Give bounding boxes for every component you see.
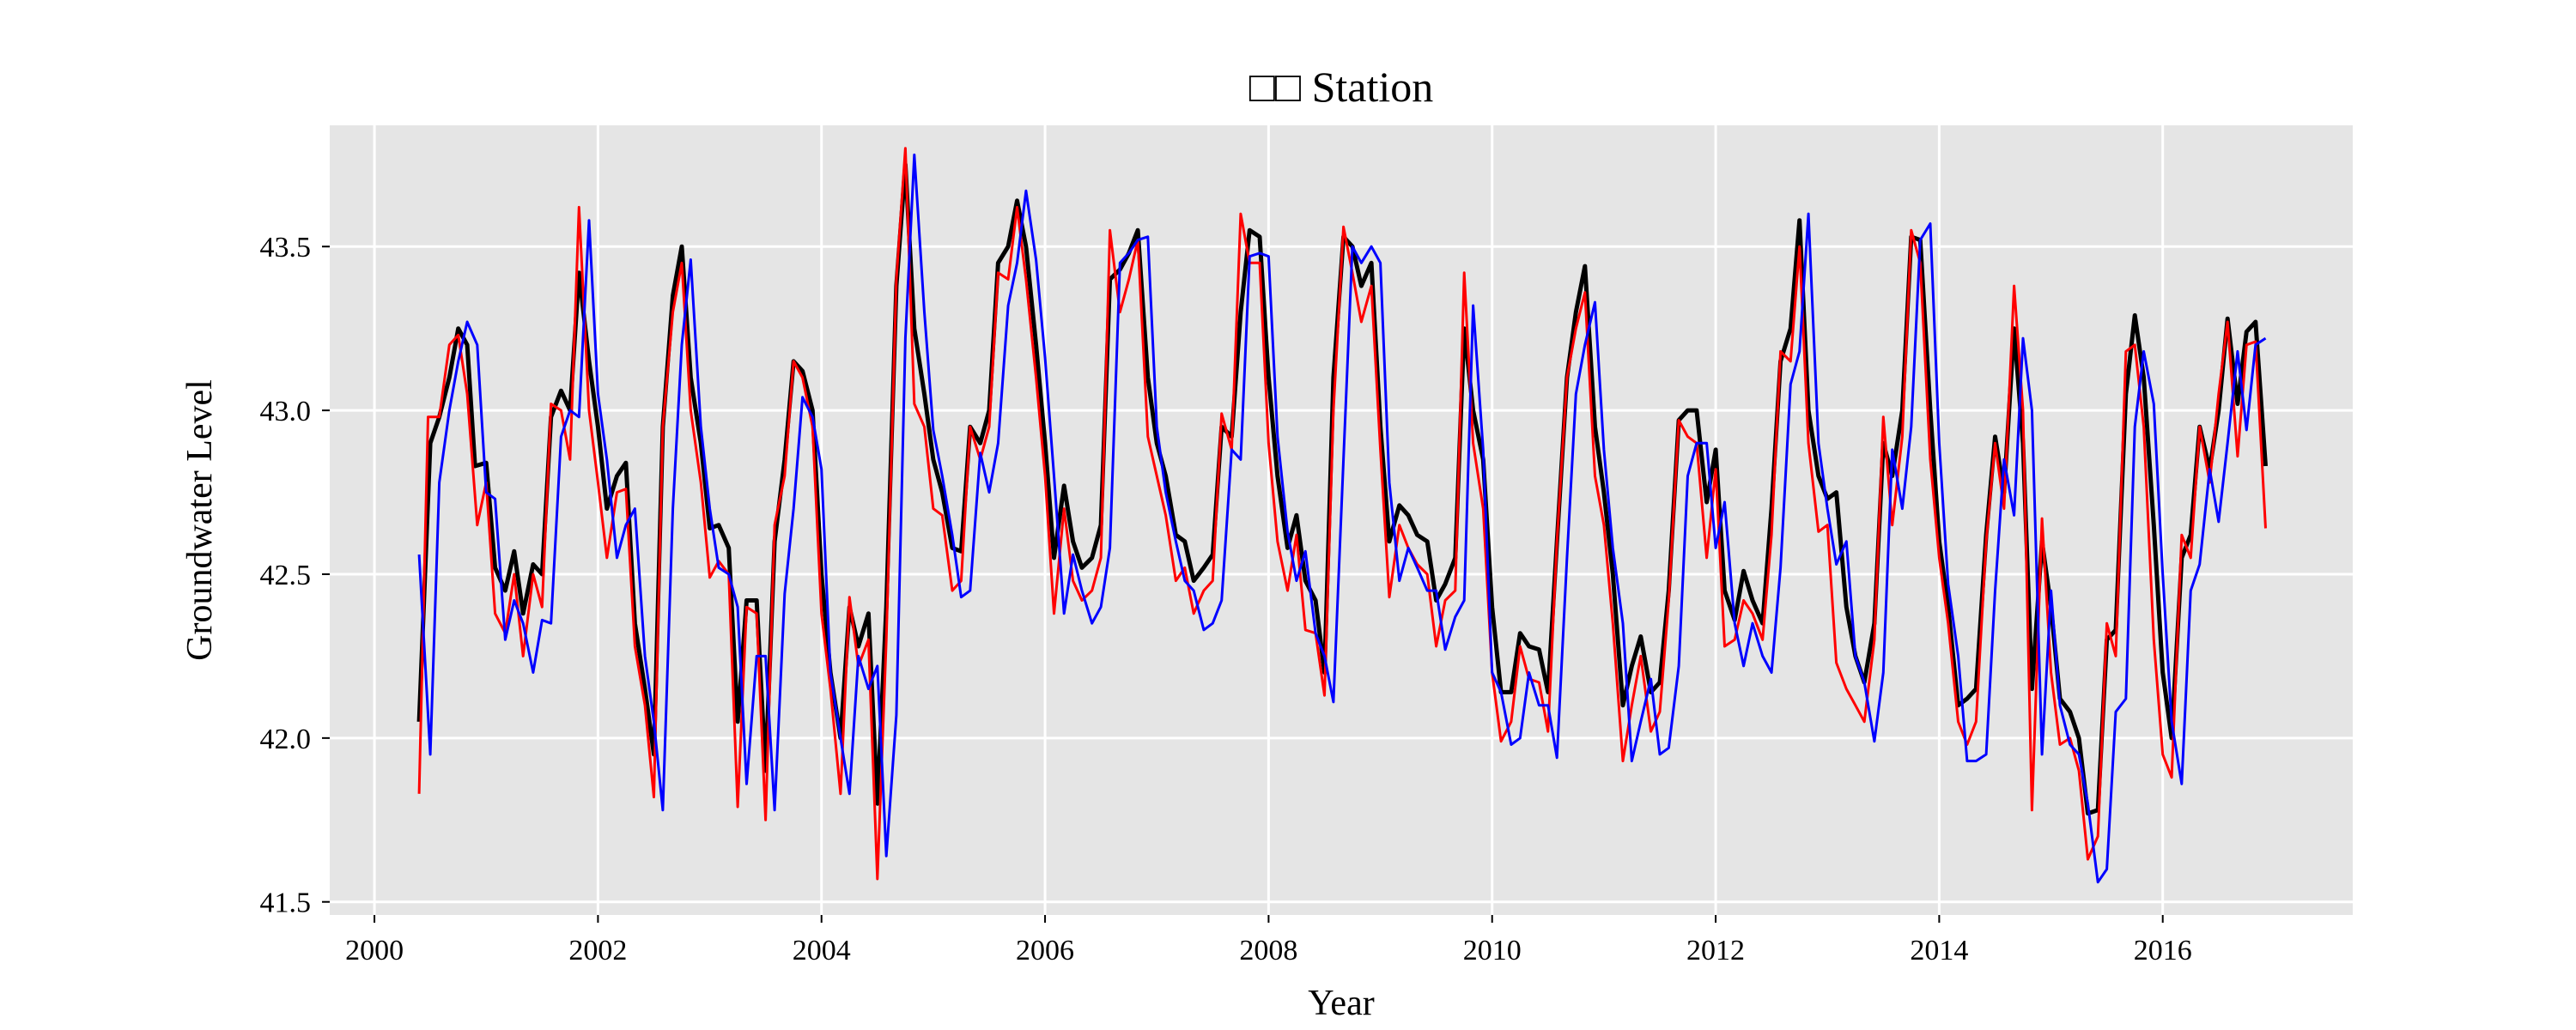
x-tick-label: 2014 [1910,935,1968,966]
data-series [416,147,2268,884]
x-tick-label: 2006 [1016,935,1074,966]
y-axis-title: Groundwater Level [180,379,220,661]
x-tick-label: 2008 [1239,935,1297,966]
y-tick-label: 42.0 [260,724,312,755]
x-tick-label: 2016 [2134,935,2192,966]
tick-labels: 2000 2002 2004 2006 2008 2010 2012 2014 2016 41.5… [260,232,2192,966]
x-tick-label: 2012 [1686,935,1745,966]
y-tick-label: 43.5 [260,232,312,264]
y-tick-label: 43.0 [260,396,312,427]
chart-title: □□ Station [1249,63,1434,111]
series-line-3 [417,153,2267,884]
x-tick-label: 2000 [345,935,404,966]
x-tick-label: 2002 [568,935,627,966]
x-tick-label: 2010 [1463,935,1522,966]
axis-ticks [322,245,2164,923]
y-tick-label: 41.5 [260,888,312,919]
y-tick-label: 42.5 [260,560,312,591]
x-tick-label: 2004 [793,935,851,966]
x-axis-title: Year [1308,984,1374,1023]
